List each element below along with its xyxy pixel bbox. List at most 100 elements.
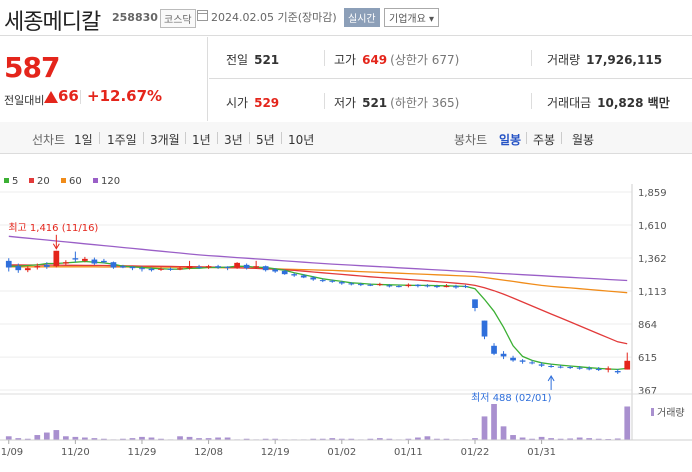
period-3y[interactable]: 3년	[224, 133, 243, 147]
candle-body	[101, 260, 107, 263]
volume-bar	[472, 438, 478, 440]
volume-bar	[491, 404, 497, 440]
x-tick-label: 12/19	[261, 447, 290, 458]
volume-bar	[177, 436, 183, 440]
y-tick-label: 1,859	[638, 188, 667, 199]
candle-body	[586, 368, 593, 370]
amount-label: 거래대금	[547, 96, 592, 110]
open-value: 529	[254, 96, 280, 110]
volume-bar	[310, 438, 317, 440]
legend-swatch-60	[61, 178, 66, 183]
volume-bar	[510, 435, 516, 440]
y-tick-label: 1,362	[638, 254, 667, 265]
volume-bar	[15, 438, 22, 440]
stock-name: 세종메디칼	[4, 10, 101, 35]
candle-body	[24, 268, 31, 271]
candle-body	[624, 360, 631, 370]
volume-label: 거래량	[547, 53, 581, 67]
high-cell: 고가 649 (상한가 677)	[334, 51, 459, 68]
ma60-line	[8, 266, 628, 294]
volume-bar	[519, 437, 526, 440]
upper-limit: (상한가 677)	[390, 53, 460, 67]
candle-body	[129, 266, 136, 269]
volume-bar	[434, 438, 440, 440]
candle-body	[376, 284, 383, 286]
candle-body	[34, 266, 41, 268]
divider	[324, 50, 325, 66]
min-arrow-head	[547, 374, 555, 382]
candle-body	[453, 286, 459, 288]
legend-swatch-5	[4, 178, 9, 183]
x-tick-label: 01/31	[527, 447, 556, 458]
candle-body	[253, 266, 260, 268]
y-tick-label: 367	[638, 386, 657, 397]
candle-chart-label: 봉차트	[454, 133, 488, 147]
candle-body	[605, 368, 612, 370]
volume-bar	[576, 437, 583, 440]
volume-bar	[215, 437, 221, 440]
legend-label-60: 60	[69, 176, 82, 187]
legend-label-5: 5	[12, 176, 18, 187]
period-3m[interactable]: 3개월	[150, 133, 180, 147]
volume-bars: 거래량	[5, 404, 685, 440]
candle-body	[434, 286, 440, 288]
candle-body	[338, 282, 345, 284]
prev-close-cell: 전일 521	[226, 51, 279, 68]
legend-swatch-20	[29, 178, 34, 183]
period-1d[interactable]: 1일	[74, 133, 93, 147]
volume-bar	[91, 438, 98, 440]
x-tick-label: 11/09	[0, 447, 23, 458]
high-value: 649	[362, 53, 388, 67]
candle-body	[262, 266, 269, 271]
x-tick-label: 01/02	[327, 447, 356, 458]
candle-monthly[interactable]: 월봉	[572, 133, 595, 147]
candle-body	[500, 353, 507, 357]
low-cell: 저가 521 (하한가 365)	[334, 94, 459, 111]
moving-averages	[8, 235, 628, 371]
candle-body	[243, 264, 250, 269]
candle-body	[319, 280, 326, 282]
volume-bar	[120, 438, 126, 440]
candle-body	[396, 286, 402, 288]
volume-bar	[567, 438, 574, 440]
candle-body	[510, 357, 516, 361]
chart-grid	[0, 191, 632, 391]
volume-bar	[386, 438, 393, 440]
volume-bar	[34, 435, 41, 440]
volume-bar	[72, 436, 79, 440]
company-info-button[interactable]: 기업개요 ▾	[384, 8, 439, 27]
volume-bar	[614, 438, 621, 440]
prev-close-value: 521	[254, 53, 280, 67]
volume-value: 17,926,115	[586, 53, 663, 67]
candle-weekly[interactable]: 주봉	[533, 133, 556, 147]
volume-bar	[101, 438, 107, 440]
market-badge: 코스닥	[160, 9, 196, 28]
candle-body	[224, 266, 231, 268]
period-selector: 선차트 1일 1주일 3개월 1년 3년 5년 10년 봉차트 일봉 주봉 월봉	[0, 122, 692, 154]
candle-body	[386, 285, 393, 287]
period-1w[interactable]: 1주일	[107, 133, 137, 147]
candle-body	[196, 266, 202, 268]
volume-bar	[129, 438, 136, 440]
candle-body	[567, 367, 574, 369]
candle-daily[interactable]: 일봉	[499, 133, 522, 147]
ma5-line	[8, 260, 628, 371]
period-5y[interactable]: 5년	[256, 133, 275, 147]
period-1y[interactable]: 1년	[192, 133, 211, 147]
candle-body	[62, 262, 69, 264]
chart-axes: 367 615 864 1,113 1,362 1,610 1,859 11/09 11/20 1…	[0, 184, 692, 458]
volume-cell: 거래량 17,926,115	[547, 51, 662, 68]
candle-body	[538, 364, 545, 366]
divider	[531, 50, 532, 66]
ma120-line	[8, 235, 628, 282]
volume-bar	[319, 438, 326, 440]
candle-body	[272, 269, 279, 272]
max-annotation: 최고 1,416 (11/16)	[8, 222, 98, 234]
x-tick-label: 12/08	[194, 447, 223, 458]
change-value: 66	[58, 87, 79, 105]
period-10y[interactable]: 10년	[288, 133, 315, 147]
y-tick-label: 615	[638, 353, 657, 364]
realtime-button[interactable]: 실시간	[344, 8, 380, 27]
volume-bar	[196, 438, 202, 440]
candle-body	[443, 286, 450, 288]
